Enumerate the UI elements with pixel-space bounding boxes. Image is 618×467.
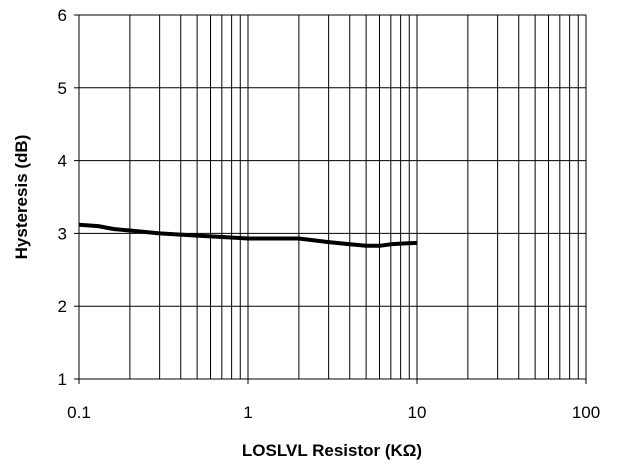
y-tick-label: 3 (58, 224, 67, 243)
y-tick-label: 2 (58, 297, 67, 316)
x-tick-label: 1 (243, 403, 252, 422)
x-tick-label: 0.1 (67, 403, 91, 422)
plot-frame (78, 14, 587, 380)
x-axis-label: LOSLVL Resistor (KΩ) (242, 441, 422, 460)
y-tick-label: 5 (58, 79, 67, 98)
series-line (78, 222, 418, 248)
series-layer (78, 222, 418, 248)
y-axis-label: Hysteresis (dB) (12, 135, 31, 260)
y-tick-label: 1 (58, 370, 67, 389)
y-tick-label: 4 (58, 152, 67, 171)
x-tick-label: 10 (408, 403, 427, 422)
grid-lines (79, 15, 586, 379)
x-tick-label: 100 (572, 403, 600, 422)
y-tick-label: 6 (58, 6, 67, 25)
